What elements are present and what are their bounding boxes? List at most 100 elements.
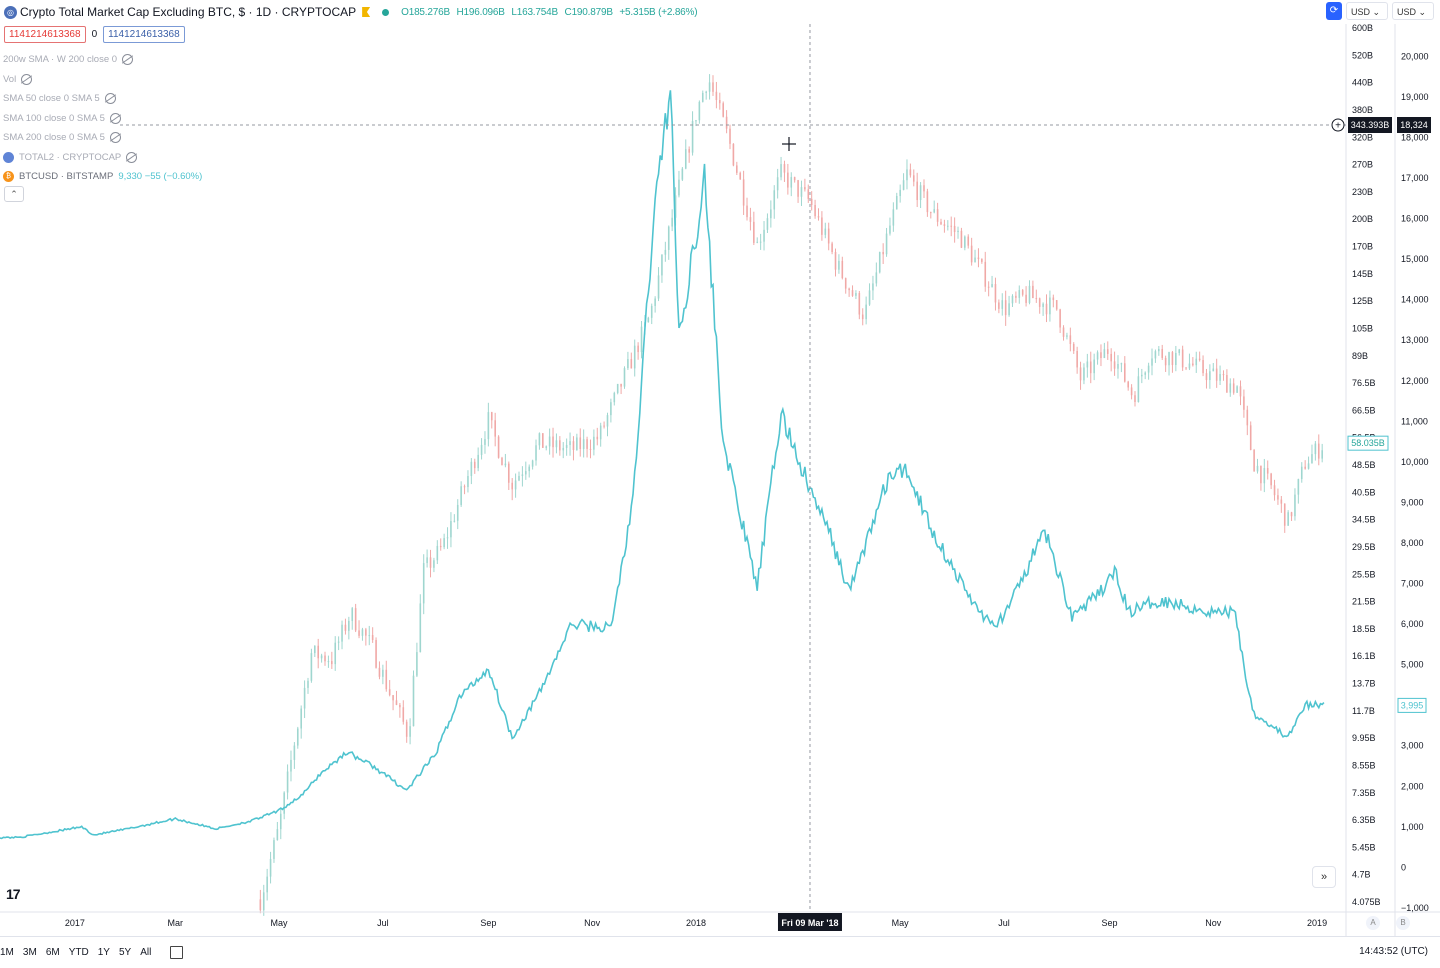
collapse-legend-button[interactable]: ⌃: [4, 186, 24, 202]
legend-btc-name: BTCUSD · BITSTAMP: [19, 171, 114, 183]
range-1y[interactable]: 1Y: [97, 946, 110, 958]
total2-candle: [1171, 352, 1174, 365]
calendar-icon[interactable]: [170, 945, 184, 959]
total2-candle: [1232, 383, 1235, 393]
total2-candle: [831, 243, 833, 253]
eye-off-icon[interactable]: [126, 151, 138, 163]
total2-candle: [317, 645, 320, 659]
total2-candle: [439, 545, 442, 548]
total2-candle: [1280, 499, 1283, 504]
total2-candle: [947, 225, 949, 227]
compare-icon[interactable]: ⟳: [1326, 2, 1342, 20]
total2-candle: [1226, 375, 1228, 393]
eye-off-icon[interactable]: [109, 112, 121, 124]
total2-candle: [1158, 348, 1160, 352]
auto-scale-button[interactable]: A: [1366, 916, 1380, 930]
flag-icon[interactable]: [362, 7, 371, 17]
eye-off-icon[interactable]: [104, 93, 116, 105]
total2-candle: [1042, 303, 1044, 307]
scale-b-button[interactable]: B: [1396, 916, 1410, 930]
eye-off-icon[interactable]: [122, 54, 134, 66]
total2-candle: [766, 218, 769, 230]
left-axis-tick: 16.1B: [1352, 651, 1376, 661]
range-all[interactable]: All: [140, 946, 152, 958]
range-5y[interactable]: 5Y: [118, 946, 132, 958]
range-ytd[interactable]: YTD: [68, 946, 89, 958]
total2-candle: [1076, 350, 1078, 368]
total2-candle: [882, 252, 884, 255]
input-left-value[interactable]: 1141214613368: [4, 26, 86, 43]
total2-candle: [378, 667, 381, 677]
total2-candle: [736, 165, 738, 173]
legend-row-sma200[interactable]: SMA 200 close 0 SMA 5: [3, 128, 202, 148]
total2-candle: [933, 209, 936, 213]
eye-off-icon[interactable]: [21, 73, 33, 85]
left-axis-tick: 200B: [1352, 214, 1373, 224]
legend-row-sma200w[interactable]: 200w SMA · W 200 close 0: [3, 50, 202, 70]
total2-candle: [987, 286, 990, 288]
total2-candle: [279, 813, 282, 830]
total2-candle: [409, 726, 411, 737]
clock[interactable]: 14:43:52 (UTC): [1359, 946, 1428, 957]
crosshair-right-value: 18,324: [1400, 120, 1428, 130]
symbol-icon: ◎: [4, 5, 17, 19]
total2-candle: [1089, 361, 1092, 374]
total2-candle: [885, 233, 888, 255]
left-axis-tick: 145B: [1352, 269, 1373, 279]
total2-candle: [1028, 285, 1031, 303]
eye-off-icon[interactable]: [109, 132, 121, 144]
range-1m[interactable]: 1M: [0, 946, 14, 958]
x-axis-tick: Mar: [168, 918, 184, 928]
symbol-title[interactable]: Crypto Total Market Cap Excluding BTC, $…: [20, 5, 357, 19]
crosshair-left-value: 343.393B: [1351, 120, 1390, 130]
currency-left-select[interactable]: USD ⌄: [1346, 2, 1388, 20]
total2-candle: [1015, 295, 1017, 298]
total2-candle: [473, 461, 476, 469]
total2-candle: [1001, 300, 1004, 309]
total2-candle: [1079, 367, 1082, 381]
total2-candle: [895, 196, 898, 210]
crosshair: Fri 09 Mar '18 343.393B 18,324 +58.035B 3,99…: [120, 24, 1431, 931]
total2-candle: [1239, 386, 1242, 397]
total2-candle: [790, 177, 793, 188]
total2-candle: [324, 655, 326, 662]
right-axis-tick: 20,000: [1401, 51, 1429, 61]
total2-candle: [844, 278, 847, 289]
legend-row-sma50[interactable]: SMA 50 close 0 SMA 5: [3, 89, 202, 109]
legend-total2: TOTAL2 · CRYPTOCAP: [19, 151, 122, 163]
left-axis-tick: 48.5B: [1352, 460, 1376, 470]
total2-candle: [582, 439, 585, 449]
total2-candle: [1273, 485, 1276, 496]
legend-row-btc[interactable]: ₿ BTCUSD · BITSTAMP 9,330 −55 (−0.60%): [3, 167, 202, 187]
input-right-value[interactable]: 1141214613368: [103, 26, 185, 43]
total2-candle: [923, 185, 925, 192]
legend-row-total2[interactable]: TOTAL2 · CRYPTOCAP: [3, 148, 202, 168]
total2-candle: [1025, 294, 1027, 303]
total2-candle: [1317, 443, 1320, 459]
total2-candle: [732, 143, 735, 166]
total2-candle: [698, 101, 701, 121]
tradingview-logo[interactable]: 17: [6, 886, 21, 902]
total2-candle: [525, 471, 527, 475]
total2-candle: [984, 261, 987, 287]
total2-candle: [368, 635, 371, 637]
scroll-to-realtime-button[interactable]: »: [1312, 866, 1336, 888]
left-axis-tick: 520B: [1352, 50, 1373, 60]
total2-candle: [484, 439, 486, 445]
range-6m[interactable]: 6M: [45, 946, 60, 958]
range-3m[interactable]: 3M: [22, 946, 37, 958]
total2-candle: [695, 120, 697, 122]
total2-candle: [463, 486, 466, 488]
total2-candle: [358, 630, 360, 636]
currency-right-select[interactable]: USD ⌄: [1392, 2, 1434, 20]
total2-candle: [542, 433, 544, 448]
total2-candle: [1062, 327, 1065, 337]
total2-candle: [936, 209, 939, 222]
legend-row-vol[interactable]: Vol: [3, 70, 202, 90]
legend-row-sma100[interactable]: SMA 100 close 0 SMA 5: [3, 109, 202, 129]
total2-candle: [259, 899, 262, 911]
total2-candle: [579, 437, 582, 449]
total2-candle: [861, 314, 864, 320]
total2-candle: [490, 412, 493, 421]
